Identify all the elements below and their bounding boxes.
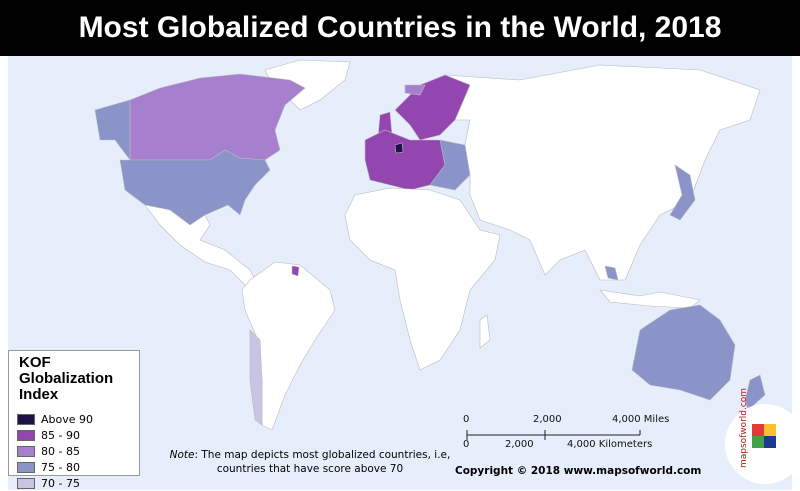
legend-item: 85 - 90 [17, 427, 139, 443]
french-guiana [291, 265, 300, 277]
legend-label: 70 - 75 [41, 476, 80, 490]
legend-swatch [17, 461, 35, 473]
south-america [241, 261, 336, 431]
malaysia [604, 265, 619, 281]
legend-swatch [17, 413, 35, 425]
scale-label: 0 [463, 414, 470, 425]
legend-swatch [17, 429, 35, 441]
note-text: : The map depicts most globalized countr… [194, 449, 451, 475]
australia [631, 304, 736, 401]
title: Most Globalized Countries in the World, … [78, 11, 722, 44]
netherlands [394, 142, 404, 154]
legend-swatch [17, 445, 35, 457]
legend-label: Above 90 [41, 412, 94, 426]
scale-bar [466, 430, 641, 440]
legend-item: Above 90 [17, 411, 139, 427]
legend-item: 75 - 80 [17, 459, 139, 475]
mexico-central-america [144, 204, 259, 286]
legend: KOF Globalization Index Above 90 85 - 90 8… [8, 350, 140, 490]
legend-item: 70 - 75 [17, 475, 139, 491]
madagascar [479, 314, 491, 349]
legend-item: 80 - 85 [17, 443, 139, 459]
legend-label: 75 - 80 [41, 460, 80, 474]
legend-label: 85 - 90 [41, 428, 80, 442]
scale-label: 2,000 [533, 414, 562, 425]
legend-swatch [17, 477, 35, 489]
legend-label: 80 - 85 [41, 444, 80, 458]
logo-icon [752, 424, 776, 448]
legend-title: KOF Globalization Index [19, 354, 114, 403]
note-label: Note [169, 449, 195, 461]
indonesia [599, 289, 701, 309]
legend-items: Above 90 85 - 90 80 - 85 75 - 80 70 - 75 [9, 411, 139, 491]
scale-label: 2,000 [505, 439, 534, 450]
title-bar: Most Globalized Countries in the World, … [0, 0, 800, 56]
japan [669, 164, 696, 221]
chile [249, 329, 263, 426]
scale-label: 0 [463, 439, 470, 450]
scale-label: 4,000 Miles [612, 414, 670, 425]
africa [344, 187, 501, 371]
logo-text: mapsofworld.com [739, 388, 749, 468]
eastern-europe [429, 139, 471, 191]
iceland [404, 84, 426, 96]
copyright: Copyright © 2018 www.mapsofworld.com [455, 465, 702, 477]
alaska [94, 99, 131, 161]
new-zealand [744, 374, 766, 411]
scale-label: 4,000 Kilometers [567, 439, 653, 450]
note: Note: The map depicts most globalized co… [160, 448, 460, 476]
